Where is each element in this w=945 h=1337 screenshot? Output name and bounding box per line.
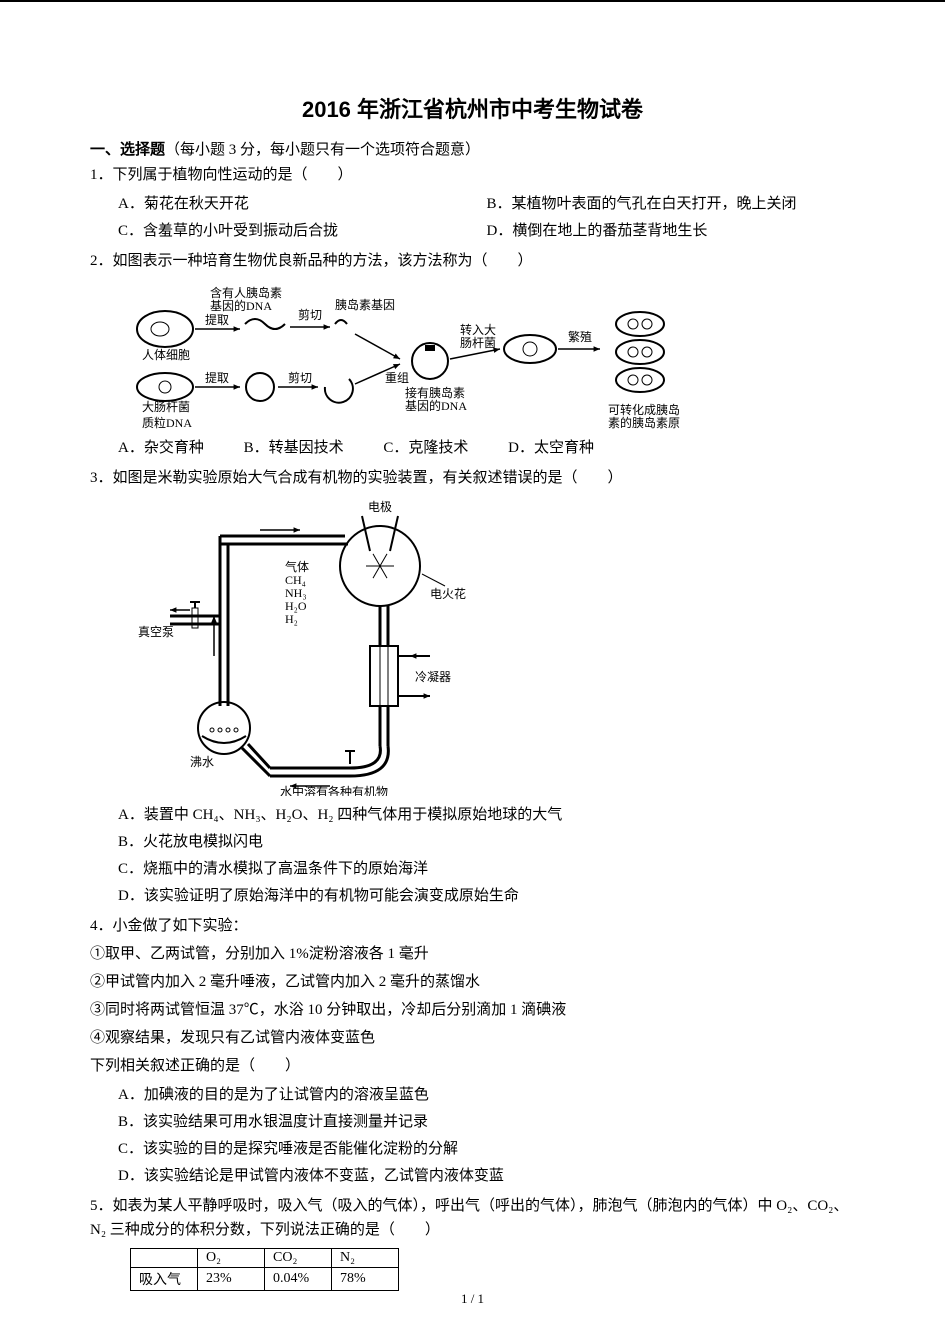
q4-s2: ②甲试管内加入 2 毫升唾液，乙试管内加入 2 毫升的蒸馏水 bbox=[90, 970, 855, 994]
section-label: 一、选择题 bbox=[90, 142, 165, 158]
table-row: 吸入气 23% 0.04% 78% bbox=[131, 1268, 399, 1291]
cell-co2: 0.04% bbox=[265, 1268, 332, 1291]
svg-text:水中溶有各种有机物: 水中溶有各种有机物 bbox=[280, 784, 388, 796]
q3-opt-a: A．装置中 CH₄、NH₃、H₂O、H₂ 四种气体用于模拟原始地球的大气 bbox=[118, 802, 855, 829]
svg-text:沸水: 沸水 bbox=[190, 755, 214, 769]
svg-text:H₂O: H₂O bbox=[285, 599, 307, 613]
q3-options: A．装置中 CH₄、NH₃、H₂O、H₂ 四种气体用于模拟原始地球的大气 B．火… bbox=[118, 802, 855, 910]
svg-text:提取: 提取 bbox=[205, 370, 229, 385]
q3-opt-b: B．火花放电模拟闪电 bbox=[118, 829, 855, 856]
q5-table: O₂ CO₂ N₂ 吸入气 23% 0.04% 78% bbox=[130, 1248, 399, 1291]
svg-text:重组: 重组 bbox=[385, 371, 409, 385]
q3-figure: 电极电火花真空泵沸水 气体CH₄NH₃H₂OH₂ 冷凝器水中溶有各种有机物 bbox=[130, 496, 490, 796]
q3-opt-d: D．该实验证明了原始海洋中的有机物可能会演变成原始生命 bbox=[118, 883, 855, 910]
svg-text:转入大: 转入大 bbox=[460, 322, 496, 337]
q2-opt-d: D．太空育种 bbox=[508, 440, 594, 456]
svg-text:基因的DNA: 基因的DNA bbox=[210, 298, 272, 313]
svg-text:含有人胰岛素: 含有人胰岛素 bbox=[210, 285, 282, 300]
q3-opt-c: C．烧瓶中的清水模拟了高温条件下的原始海洋 bbox=[118, 856, 855, 883]
q2-stem: 2．如图表示一种培育生物优良新品种的方法，该方法称为（ ） bbox=[90, 249, 855, 273]
svg-text:气体: 气体 bbox=[285, 559, 309, 574]
q4-s5: 下列相关叙述正确的是（ ） bbox=[90, 1054, 855, 1078]
q1-options: A．菊花在秋天开花 B．某植物叶表面的气孔在白天打开，晚上关闭 C．含羞草的小叶… bbox=[118, 191, 855, 245]
cell-o2: 23% bbox=[198, 1268, 265, 1291]
q4-opt-d: D．该实验结论是甲试管内液体不变蓝，乙试管内液体变蓝 bbox=[118, 1163, 855, 1190]
svg-text:NH₃: NH₃ bbox=[285, 586, 307, 600]
svg-text:可转化成胰岛: 可转化成胰岛 bbox=[608, 402, 680, 417]
q4-s3: ③同时将两试管恒温 37℃，水浴 10 分钟取出，冷却后分别滴加 1 滴碘液 bbox=[90, 998, 855, 1022]
svg-text:剪切: 剪切 bbox=[288, 370, 312, 385]
col-n2: N₂ bbox=[332, 1249, 399, 1268]
section-note: （每小题 3 分，每小题只有一个选项符合题意） bbox=[165, 142, 480, 158]
q1-opt-d: D．横倒在地上的番茄茎背地生长 bbox=[487, 218, 856, 245]
page-title: 2016 年浙江省杭州市中考生物试卷 bbox=[90, 92, 855, 124]
q5-stem: 5．如表为某人平静呼吸时，吸入气（吸入的气体），呼出气（呼出的气体），肺泡气（肺… bbox=[90, 1194, 855, 1242]
q4-opt-c: C．该实验的目的是探究唾液是否能催化淀粉的分解 bbox=[118, 1136, 855, 1163]
row-label: 吸入气 bbox=[131, 1268, 198, 1291]
svg-text:基因的DNA: 基因的DNA bbox=[405, 398, 467, 413]
svg-text:电火花: 电火花 bbox=[430, 586, 466, 601]
q2-figure: 人体细胞含有人胰岛素基因的DNA提取剪切胰岛素基因大肠杆菌提取质粒DNA剪切重组… bbox=[130, 279, 690, 429]
svg-text:素的胰岛素原: 素的胰岛素原 bbox=[608, 415, 680, 429]
svg-text:H₂: H₂ bbox=[285, 612, 298, 626]
svg-text:CH₄: CH₄ bbox=[285, 573, 306, 587]
q4-s1: ①取甲、乙两试管，分别加入 1%淀粉溶液各 1 毫升 bbox=[90, 942, 855, 966]
svg-text:肠杆菌: 肠杆菌 bbox=[460, 336, 496, 350]
q4-stem: 4．小金做了如下实验： bbox=[90, 914, 855, 938]
q1-stem: 1．下列属于植物向性运动的是（ ） bbox=[90, 163, 855, 187]
q3-stem: 3．如图是米勒实验原始大气合成有机物的实验装置，有关叙述错误的是（ ） bbox=[90, 466, 855, 490]
q2-opt-a: A．杂交育种 bbox=[118, 440, 204, 456]
svg-text:大肠杆菌: 大肠杆菌 bbox=[142, 400, 190, 414]
svg-text:剪切: 剪切 bbox=[298, 307, 322, 322]
table-header-row: O₂ CO₂ N₂ bbox=[131, 1249, 399, 1268]
col-blank bbox=[131, 1249, 198, 1268]
svg-text:电极: 电极 bbox=[368, 500, 392, 514]
q2-options: A．杂交育种 B．转基因技术 C．克隆技术 D．太空育种 bbox=[118, 435, 855, 462]
svg-text:冷凝器: 冷凝器 bbox=[415, 669, 451, 684]
section-heading: 一、选择题（每小题 3 分，每小题只有一个选项符合题意） bbox=[90, 138, 855, 159]
col-o2: O₂ bbox=[198, 1249, 265, 1268]
q4-s4: ④观察结果，发现只有乙试管内液体变蓝色 bbox=[90, 1026, 855, 1050]
q1-opt-c: C．含羞草的小叶受到振动后合拢 bbox=[118, 218, 487, 245]
svg-text:胰岛素基因: 胰岛素基因 bbox=[335, 297, 395, 312]
q4-opt-a: A．加碘液的目的是为了让试管内的溶液呈蓝色 bbox=[118, 1082, 855, 1109]
cell-n2: 78% bbox=[332, 1268, 399, 1291]
page-footer: 1 / 1 bbox=[0, 1291, 945, 1307]
svg-text:接有胰岛素: 接有胰岛素 bbox=[405, 385, 465, 400]
q1-opt-b: B．某植物叶表面的气孔在白天打开，晚上关闭 bbox=[487, 191, 856, 218]
col-co2: CO₂ bbox=[265, 1249, 332, 1268]
q2-opt-c: C．克隆技术 bbox=[383, 440, 468, 456]
svg-text:人体细胞: 人体细胞 bbox=[142, 348, 190, 362]
q1-opt-a: A．菊花在秋天开花 bbox=[118, 191, 487, 218]
svg-text:真空泵: 真空泵 bbox=[138, 625, 174, 639]
svg-text:提取: 提取 bbox=[205, 312, 229, 327]
svg-text:繁殖: 繁殖 bbox=[568, 329, 592, 344]
q4-opt-b: B．该实验结果可用水银温度计直接测量并记录 bbox=[118, 1109, 855, 1136]
q4-options: A．加碘液的目的是为了让试管内的溶液呈蓝色 B．该实验结果可用水银温度计直接测量… bbox=[118, 1082, 855, 1190]
q2-opt-b: B．转基因技术 bbox=[244, 440, 344, 456]
svg-text:质粒DNA: 质粒DNA bbox=[142, 415, 192, 429]
